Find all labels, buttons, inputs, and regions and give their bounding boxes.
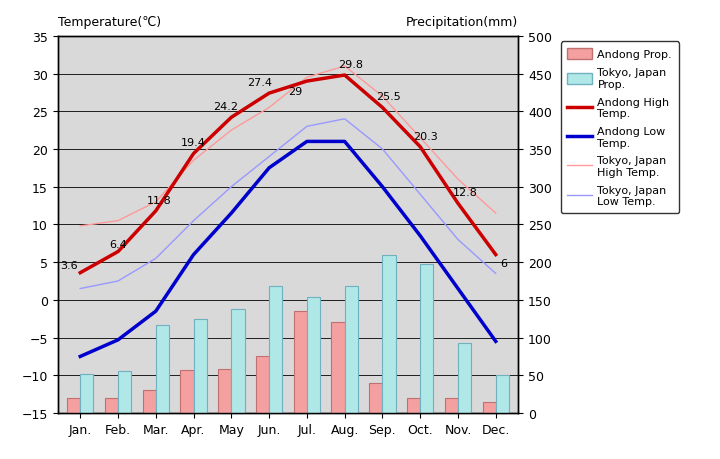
Text: 27.4: 27.4 <box>247 78 272 88</box>
Bar <box>482 402 496 413</box>
Text: 6: 6 <box>500 258 507 269</box>
Text: 25.5: 25.5 <box>376 92 400 102</box>
Bar <box>445 398 458 413</box>
Text: 24.2: 24.2 <box>213 102 238 112</box>
Text: Temperature(℃): Temperature(℃) <box>58 16 161 29</box>
Bar <box>407 398 420 413</box>
Text: 12.8: 12.8 <box>453 188 478 198</box>
Legend: Andong Prop., Tokyo, Japan
Prop., Andong High
Temp., Andong Low
Temp., Tokyo, Ja: Andong Prop., Tokyo, Japan Prop., Andong… <box>561 42 679 213</box>
Text: 11.8: 11.8 <box>147 196 172 205</box>
Text: 29: 29 <box>289 87 302 97</box>
Bar <box>156 325 169 413</box>
Bar <box>307 297 320 413</box>
Bar <box>80 374 94 413</box>
Text: 6.4: 6.4 <box>109 240 127 250</box>
Bar <box>180 370 194 413</box>
Bar <box>67 398 80 413</box>
Bar <box>369 383 382 413</box>
Text: Precipitation(mm): Precipitation(mm) <box>406 16 518 29</box>
Bar <box>256 357 269 413</box>
Bar <box>458 343 471 413</box>
Text: 3.6: 3.6 <box>60 261 78 271</box>
Bar <box>194 320 207 413</box>
Bar <box>269 286 282 413</box>
Bar <box>143 391 156 413</box>
Bar <box>331 323 345 413</box>
Bar <box>231 309 245 413</box>
Bar <box>105 398 118 413</box>
Bar <box>294 312 307 413</box>
Bar <box>382 255 396 413</box>
Bar <box>420 264 433 413</box>
Text: 20.3: 20.3 <box>413 131 438 141</box>
Text: 29.8: 29.8 <box>338 60 363 70</box>
Text: 19.4: 19.4 <box>181 138 206 148</box>
Bar <box>118 371 131 413</box>
Bar <box>496 375 509 413</box>
Bar <box>345 286 358 413</box>
Bar <box>218 369 231 413</box>
